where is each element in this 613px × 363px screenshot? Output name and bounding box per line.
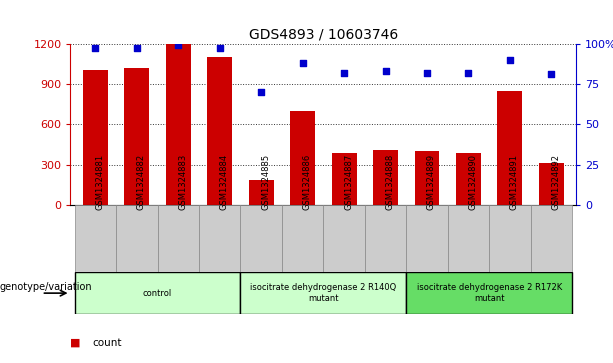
- Bar: [489, 205, 531, 272]
- Text: GSM1324883: GSM1324883: [178, 154, 188, 211]
- Bar: [158, 205, 199, 272]
- Text: control: control: [143, 289, 172, 298]
- Bar: [332, 152, 357, 205]
- Point: [339, 70, 349, 76]
- Point: [91, 45, 101, 51]
- Bar: [406, 272, 572, 314]
- Point: [298, 60, 308, 66]
- Bar: [414, 151, 440, 205]
- Text: isocitrate dehydrogenase 2 R140Q
mutant: isocitrate dehydrogenase 2 R140Q mutant: [250, 284, 397, 303]
- Bar: [124, 68, 149, 205]
- Bar: [498, 91, 522, 205]
- Bar: [290, 111, 315, 205]
- Text: ■: ■: [70, 338, 85, 348]
- Point: [505, 57, 515, 62]
- Bar: [240, 272, 406, 314]
- Bar: [324, 205, 365, 272]
- Point: [381, 68, 390, 74]
- Bar: [282, 205, 324, 272]
- Bar: [240, 205, 282, 272]
- Point: [132, 45, 142, 51]
- Text: isocitrate dehydrogenase 2 R172K
mutant: isocitrate dehydrogenase 2 R172K mutant: [417, 284, 562, 303]
- Bar: [531, 205, 572, 272]
- Text: GSM1324887: GSM1324887: [344, 154, 353, 211]
- Point: [422, 70, 432, 76]
- Bar: [166, 44, 191, 205]
- Point: [173, 42, 183, 48]
- Bar: [199, 205, 240, 272]
- Text: GSM1324892: GSM1324892: [551, 155, 560, 211]
- Point: [256, 89, 266, 95]
- Text: count: count: [92, 338, 121, 348]
- Text: genotype/variation: genotype/variation: [0, 282, 93, 292]
- Title: GDS4893 / 10603746: GDS4893 / 10603746: [249, 27, 398, 41]
- Text: GSM1324885: GSM1324885: [261, 154, 270, 211]
- Bar: [75, 205, 116, 272]
- Point: [546, 72, 556, 77]
- Point: [463, 70, 473, 76]
- Point: [215, 45, 224, 51]
- Bar: [539, 163, 564, 205]
- Text: GSM1324890: GSM1324890: [468, 155, 478, 211]
- Text: GSM1324891: GSM1324891: [510, 155, 519, 211]
- Bar: [83, 70, 108, 205]
- Text: GSM1324886: GSM1324886: [303, 154, 311, 211]
- Text: GSM1324884: GSM1324884: [219, 154, 229, 211]
- Text: GSM1324889: GSM1324889: [427, 154, 436, 211]
- Bar: [75, 272, 240, 314]
- Bar: [447, 205, 489, 272]
- Bar: [456, 152, 481, 205]
- Bar: [116, 205, 158, 272]
- Text: GSM1324888: GSM1324888: [386, 154, 395, 211]
- Bar: [365, 205, 406, 272]
- Bar: [207, 57, 232, 205]
- Text: GSM1324882: GSM1324882: [137, 154, 146, 211]
- Bar: [406, 205, 447, 272]
- Text: GSM1324881: GSM1324881: [96, 154, 104, 211]
- Bar: [373, 150, 398, 205]
- Bar: [249, 180, 273, 205]
